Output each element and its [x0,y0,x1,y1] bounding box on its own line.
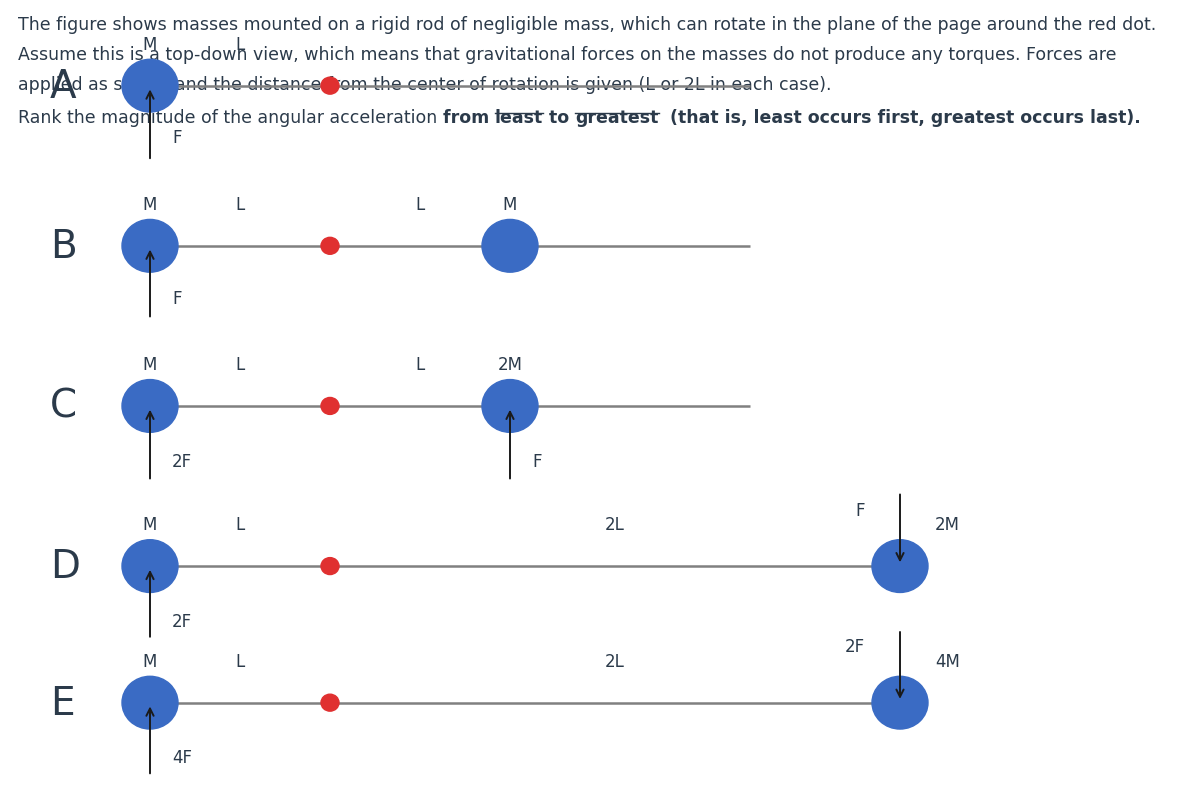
Text: Rank the magnitude of the angular acceleration: Rank the magnitude of the angular accele… [18,109,443,127]
Circle shape [122,60,178,113]
Text: The figure shows masses mounted on a rigid rod of negligible mass, which can rot: The figure shows masses mounted on a rig… [18,16,1157,34]
Text: greatest: greatest [575,109,659,127]
Text: least: least [496,109,544,127]
Text: 2L: 2L [605,652,625,670]
Text: 2F: 2F [172,612,192,630]
Circle shape [122,380,178,433]
Text: 2M: 2M [498,355,522,374]
Text: applied as shown and the distance from the center of rotation is given (L or 2L : applied as shown and the distance from t… [18,76,832,94]
Circle shape [482,220,538,272]
Text: F: F [172,129,181,148]
Text: M: M [143,355,157,374]
Text: L: L [235,36,245,54]
Circle shape [322,558,340,575]
Text: 2L: 2L [605,516,625,534]
Circle shape [872,540,928,593]
Text: F: F [172,290,181,307]
Circle shape [322,78,340,95]
Text: B: B [50,228,77,265]
Text: L: L [235,516,245,534]
Text: F: F [856,501,865,519]
Text: D: D [50,547,80,586]
Circle shape [322,238,340,255]
Text: (that is, least occurs first, greatest occurs last).: (that is, least occurs first, greatest o… [665,109,1141,127]
Text: L: L [415,195,425,213]
Text: L: L [235,195,245,213]
Text: M: M [143,36,157,54]
Circle shape [322,398,340,415]
Text: F: F [532,452,541,470]
Circle shape [482,380,538,433]
Text: to: to [544,109,575,127]
Text: 2M: 2M [935,516,960,534]
Text: C: C [50,388,77,426]
Text: 4M: 4M [935,652,960,670]
Text: M: M [143,195,157,213]
Text: L: L [415,355,425,374]
Circle shape [122,540,178,593]
Text: L: L [235,355,245,374]
Text: from: from [443,109,496,127]
Text: A: A [50,67,77,105]
Text: M: M [143,516,157,534]
Circle shape [872,676,928,729]
Circle shape [322,694,340,711]
Circle shape [122,220,178,272]
Text: 2F: 2F [845,637,865,655]
Text: M: M [143,652,157,670]
Text: E: E [50,684,74,722]
Text: 4F: 4F [172,749,192,766]
Text: Assume this is a top-down view, which means that gravitational forces on the mas: Assume this is a top-down view, which me… [18,46,1116,64]
Text: 2F: 2F [172,452,192,470]
Text: L: L [235,652,245,670]
Text: M: M [503,195,517,213]
Circle shape [122,676,178,729]
